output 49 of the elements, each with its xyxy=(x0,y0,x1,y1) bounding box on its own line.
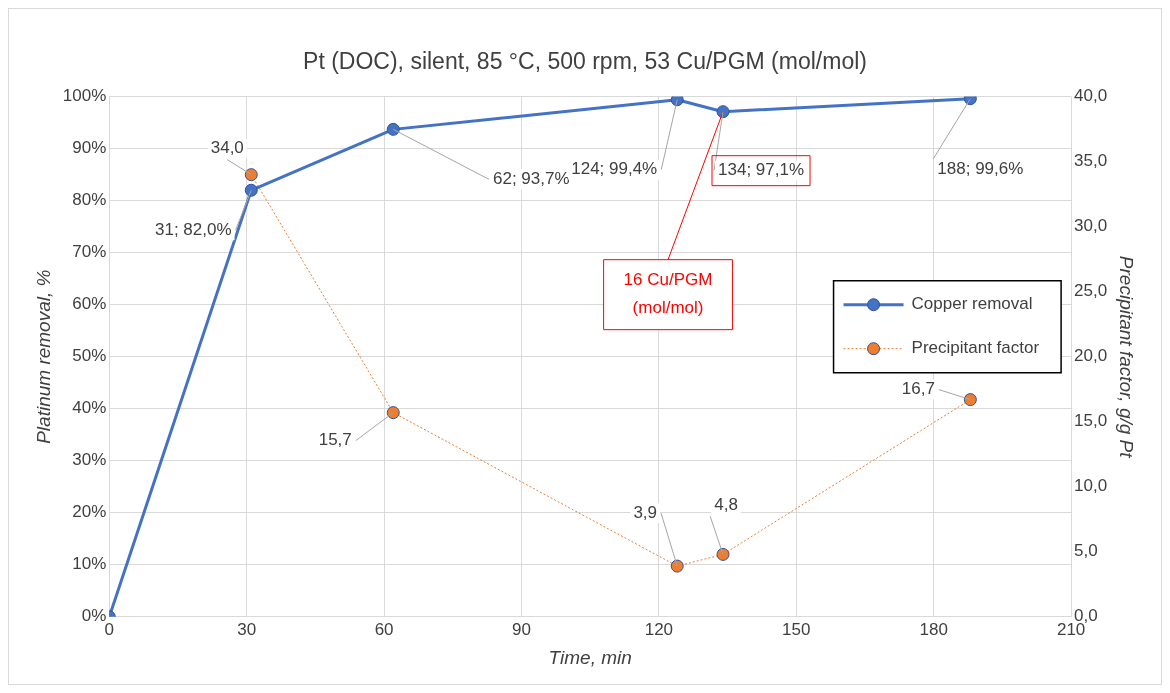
y2-tick-label: 25,0 xyxy=(1074,281,1108,301)
y-tick-label: 70% xyxy=(72,242,107,262)
y-tick-label: 100% xyxy=(62,86,107,106)
data-label: 34,0 xyxy=(210,138,244,158)
point xyxy=(386,406,400,420)
point xyxy=(670,96,684,107)
point xyxy=(716,547,730,561)
y2-tick-label: 40,0 xyxy=(1074,86,1108,106)
y2-tick-label: 5,0 xyxy=(1074,541,1098,561)
y-tick-label: 10% xyxy=(72,554,107,574)
point xyxy=(670,559,684,573)
y2-tick-label: 10,0 xyxy=(1074,476,1108,496)
y2-tick-label: 30,0 xyxy=(1074,216,1108,236)
data-label: 124; 99,4% xyxy=(571,159,658,179)
y-tick-label: 20% xyxy=(72,502,107,522)
y-tick-label: 60% xyxy=(72,294,107,314)
data-label: 4,8 xyxy=(714,495,738,515)
y2-axis-title: Precipitant factor, g/g Pt xyxy=(1116,255,1138,459)
data-label: 3,9 xyxy=(633,502,658,522)
point xyxy=(963,393,977,407)
point xyxy=(386,122,400,136)
legend-label: Precipitant factor xyxy=(911,338,1040,358)
y2-tick-label: 35,0 xyxy=(1074,151,1108,171)
x-tick-label: 150 xyxy=(782,619,811,639)
y-tick-label: 90% xyxy=(72,138,107,158)
y2-tick-label: 15,0 xyxy=(1074,411,1108,431)
legend-label: Copper removal xyxy=(911,294,1033,314)
y-tick-label: 40% xyxy=(72,398,107,418)
x-tick-label: 90 xyxy=(512,619,531,639)
data-label: 16,7 xyxy=(901,379,935,399)
x-tick-label: 180 xyxy=(919,619,948,639)
x-tick-label: 30 xyxy=(237,619,257,639)
y-tick-label: 50% xyxy=(72,346,107,366)
point xyxy=(244,168,258,182)
data-label: 15,7 xyxy=(318,430,352,450)
data-label: 134; 97,1% xyxy=(718,160,805,180)
x-tick-label: 120 xyxy=(644,619,674,639)
y-tick-label: 80% xyxy=(72,190,107,210)
data-label: 31; 82,0% xyxy=(154,219,232,239)
chart-title: Pt (DOC), silent, 85 °C, 500 rpm, 53 Cu/PGM (mol/mol) xyxy=(303,48,867,75)
y-tick-label: 30% xyxy=(72,450,107,470)
annotation: 16 Cu/PGM (mol/mol) xyxy=(623,270,713,318)
x-axis-title: Time, min xyxy=(548,646,632,668)
data-label: 62; 93,7% xyxy=(492,169,570,189)
point xyxy=(244,183,258,197)
y2-tick-label: 20,0 xyxy=(1074,346,1108,366)
y-axis-title: Platinum removal, % xyxy=(32,269,54,444)
x-tick-label: 60 xyxy=(374,619,394,639)
data-label: 188; 99,6% xyxy=(937,159,1024,179)
